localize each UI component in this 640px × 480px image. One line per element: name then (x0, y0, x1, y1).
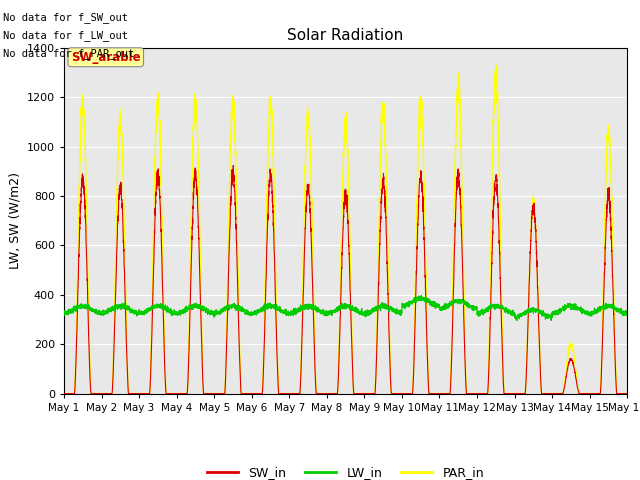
Text: SW_arable: SW_arable (71, 51, 141, 64)
Text: No data for f_SW_out: No data for f_SW_out (3, 12, 128, 23)
Legend: SW_in, LW_in, PAR_in: SW_in, LW_in, PAR_in (202, 461, 489, 480)
Y-axis label: LW, SW (W/m2): LW, SW (W/m2) (8, 172, 21, 269)
Title: Solar Radiation: Solar Radiation (287, 28, 404, 43)
Text: No data for f_PAR_out: No data for f_PAR_out (3, 48, 134, 60)
Text: No data for f_LW_out: No data for f_LW_out (3, 30, 128, 41)
